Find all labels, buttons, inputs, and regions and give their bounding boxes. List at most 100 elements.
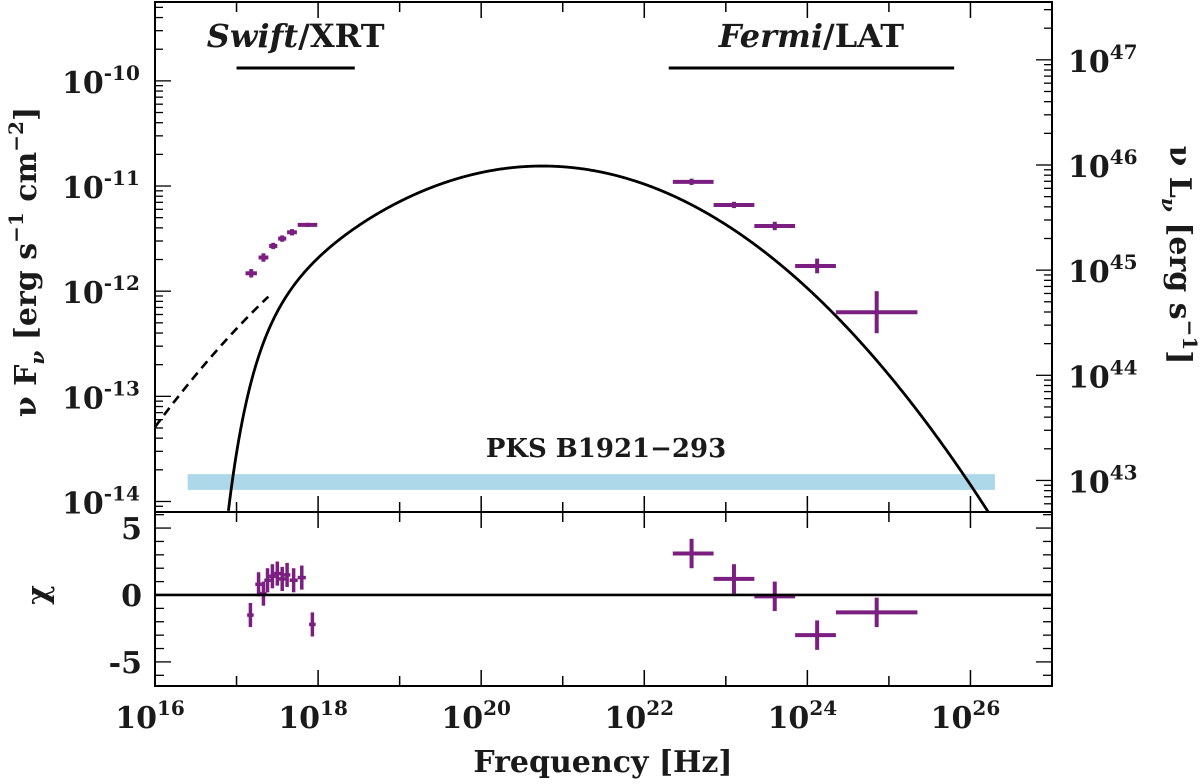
y-right-tick-label-2-base: 10 [1068,255,1110,290]
y-tick-label-4: 10-14 [62,481,140,521]
residual-tick-label-0: 5 [121,512,142,547]
y-tick-label-3: 10-13 [62,376,140,416]
y-axis-right-title-part-3: −1 [1178,320,1200,351]
lat-point-0 [672,178,714,185]
lat-point-3 [795,258,836,274]
y-tick-label-1: 10-11 [62,166,140,206]
x-tick-label-5-base: 10 [931,701,973,736]
y-axis-left-title-part-6: ] [9,107,44,121]
x-tick-label-3-base: 10 [604,701,646,736]
text-layer: 1016 1018 1020 1022 1024 102610-1010-1110-121… [4,17,1200,780]
y-axis-right-title: ν Lν [erg s−1] [1157,146,1200,365]
x-tick-label-4-base: 10 [768,701,810,736]
y-tick-label-2: 10-12 [62,271,140,311]
y-axis-left-title-part-1: ν [25,351,49,365]
x-tick-label-4: 1024 [768,696,838,736]
instrument-label-1: Fermi/LAT [718,17,904,55]
x-tick-label-5: 1026 [931,696,1001,736]
y-axis-left-title-part-3: −1 [4,212,28,243]
xrt-residual-6 [278,566,286,591]
y-right-tick-label-3-exp: 44 [1110,355,1138,379]
x-tick-label-3: 1022 [604,696,674,736]
residual-tick-label-2: -5 [109,646,142,681]
y-right-tick-label-1-exp: 46 [1110,145,1138,169]
xrt-point-0 [245,269,257,278]
x-tick-label-2: 1020 [441,696,511,736]
y-tick-label-1-exp: -11 [104,166,140,190]
residual-tick-label-1: 0 [121,579,142,614]
instrument-suffix-1: /LAT [823,17,904,55]
y-right-tick-label-3: 1044 [1068,355,1138,395]
instrument-name-1: Fermi [718,17,823,55]
y-tick-label-4-exp: -14 [104,481,140,505]
x-tick-label-1-base: 10 [278,701,320,736]
x-tick-label-3-exp: 22 [646,696,674,720]
y-tick-label-3-base: 10 [62,381,104,416]
y-axis-right-title-part-4: ] [1162,350,1197,364]
y-axis-right-title-part-2: [erg s [1162,212,1197,320]
lat-point-4 [835,291,918,334]
xrt-residual-10 [309,612,316,637]
model-unabsorbed-curve [155,295,270,428]
instrument-suffix-0: /XRT [298,17,385,55]
xrt-point-2 [269,242,278,250]
xrt-residual-9 [297,565,306,590]
x-tick-label-5-exp: 26 [972,696,1000,720]
y-right-tick-label-1-base: 10 [1068,150,1110,185]
y-tick-label-3-exp: -13 [104,376,140,400]
y-right-tick-label-2: 1045 [1068,250,1138,290]
residual-panel-frame [154,511,1053,687]
lat-residual-4 [835,597,918,628]
y-axis-left-title: ν Fν [erg s−1 cm−2] [4,107,49,417]
x-tick-label-1: 1018 [278,696,348,736]
xrt-residual-1 [255,572,262,597]
x-axis-title: Frequency [Hz] [473,745,732,780]
y-right-tick-label-2-exp: 45 [1110,250,1138,274]
source-label: PKS B1921−293 [486,434,726,464]
lat-point-2 [754,221,796,231]
x-tick-label-4-exp: 24 [809,696,837,720]
y-axis-right-title-part-1: ν [1157,198,1181,212]
xrt-point-1 [258,253,269,262]
y-right-tick-label-4-base: 10 [1068,465,1110,500]
instrument-label-0: Swift/XRT [207,17,385,55]
x-tick-label-0-exp: 16 [157,696,185,720]
x-tick-label-2-exp: 20 [483,696,511,720]
xrt-residual-2 [260,581,267,606]
xrt-residual-4 [269,564,276,589]
xrt-residual-0 [247,603,254,628]
lat-residual-3 [795,620,836,650]
y-axis-left-title-part-5: −2 [4,121,28,152]
x-tick-label-1-exp: 18 [320,696,348,720]
xrt-point-5 [297,222,318,228]
y-right-tick-label-1: 1046 [1068,145,1138,185]
y-tick-label-1-base: 10 [62,171,104,206]
model-layer [155,164,990,512]
y-right-tick-label-0-exp: 47 [1110,40,1138,64]
xrt-residual-8 [289,568,298,593]
background-band [187,474,995,490]
residual-axis-title: χ [21,585,56,605]
xrt-point-4 [287,229,297,236]
x-tick-label-0: 1016 [115,696,185,736]
y-tick-label-2-exp: -12 [104,271,140,295]
lat-residual-2 [754,581,796,612]
y-right-tick-label-0: 1047 [1068,40,1138,80]
y-right-tick-label-3-base: 10 [1068,360,1110,395]
y-tick-label-2-base: 10 [62,276,104,311]
y-right-tick-label-0-base: 10 [1068,45,1110,80]
frame-layer [154,1,1053,687]
xrt-residual-5 [274,561,281,586]
y-right-tick-label-4-exp: 43 [1110,460,1138,484]
instrument-name-0: Swift [207,17,299,55]
lat-point-1 [713,201,755,209]
y-axis-left-title-part-0: ν F [9,365,44,418]
y-tick-label-4-base: 10 [62,486,104,521]
y-axis-right-title-part-0: ν L [1162,146,1197,198]
x-tick-label-0-base: 10 [115,701,157,736]
xrt-residual-7 [283,562,291,587]
y-axis-left-title-part-4: cm [9,151,44,212]
xrt-residual-3 [264,568,271,593]
xrt-point-3 [278,235,287,242]
